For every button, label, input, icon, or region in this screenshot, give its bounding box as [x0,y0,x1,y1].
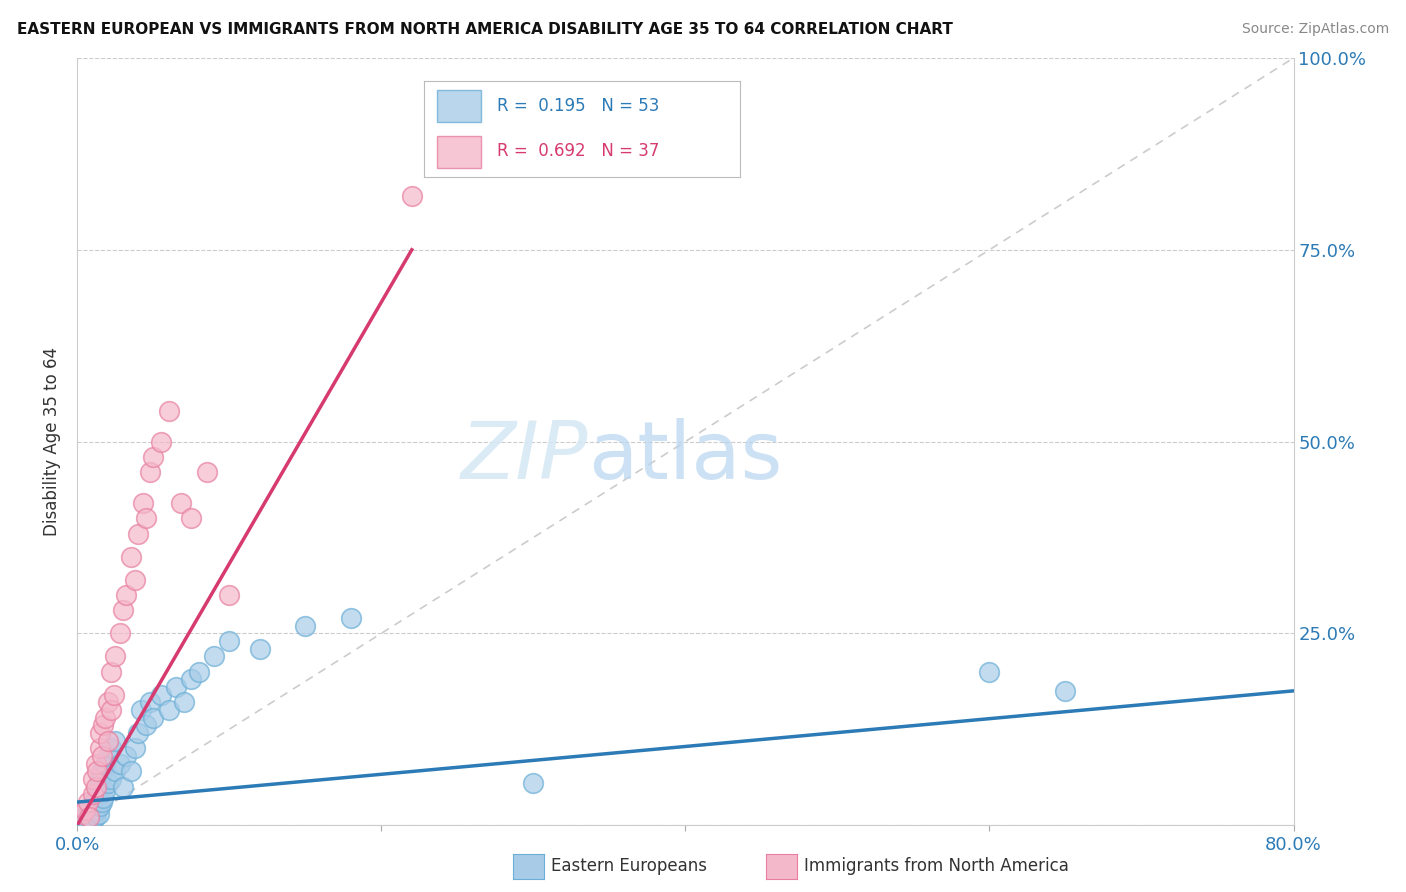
Point [93,783,115,797]
Point [82,788,104,802]
Point [165,680,187,694]
Point [86,764,108,779]
Point [84,756,107,771]
Point [120,764,142,779]
Point [90,764,112,779]
Point [129,703,152,717]
Point [89,741,111,756]
Point [73,809,96,823]
Point [104,733,127,747]
Point [97,695,120,709]
Point [84,780,107,794]
Point [127,526,149,541]
Point [340,611,363,625]
Text: ZIP: ZIP [461,417,588,496]
Point [90,795,112,809]
Point [180,673,202,687]
Point [157,703,180,717]
Text: atlas: atlas [588,417,783,496]
Point [401,189,423,203]
Point [135,718,157,732]
Point [82,799,104,814]
Point [127,726,149,740]
Point [188,665,211,679]
Point [131,496,153,510]
Point [218,634,240,648]
Point [70,810,93,824]
Point [70,806,93,821]
Text: Immigrants from North America: Immigrants from North America [804,857,1069,875]
Point [90,749,112,764]
Point [75,812,97,826]
Point [73,803,96,817]
Point [218,588,240,602]
Point [111,603,134,617]
Point [249,641,271,656]
Point [93,711,115,725]
Point [108,756,131,771]
Y-axis label: Disability Age 35 to 64: Disability Age 35 to 64 [44,347,62,536]
Point [91,718,114,732]
Point [91,791,114,805]
Point [82,772,104,786]
Point [83,805,105,819]
Point [180,511,202,525]
Text: EASTERN EUROPEAN VS IMMIGRANTS FROM NORTH AMERICA DISABILITY AGE 35 TO 64 CORREL: EASTERN EUROPEAN VS IMMIGRANTS FROM NORT… [17,22,953,37]
Point [111,780,134,794]
Point [157,404,180,418]
Point [84,809,107,823]
Point [115,749,138,764]
Text: Source: ZipAtlas.com: Source: ZipAtlas.com [1241,22,1389,37]
Point [77,806,100,821]
Point [89,726,111,740]
Point [103,688,125,702]
Text: Eastern Europeans: Eastern Europeans [551,857,707,875]
Point [149,688,172,702]
Point [79,803,101,817]
Point [124,741,146,756]
Point [79,810,101,824]
Point [89,799,111,814]
Point [97,749,120,764]
Point [83,795,105,809]
Point [1054,684,1077,698]
Point [139,465,162,479]
Point [142,711,165,725]
Point [108,626,131,640]
Point [173,695,195,709]
Point [522,776,544,790]
Point [80,813,103,827]
Point [294,618,316,632]
Point [97,733,120,747]
Point [115,588,138,602]
Point [202,649,225,664]
Point [82,814,104,829]
Point [104,764,127,779]
Point [77,795,100,809]
Point [149,434,172,449]
Point [104,649,127,664]
Point [100,703,122,717]
Point [97,776,120,790]
Point [979,665,1001,679]
Point [139,695,162,709]
Point [86,803,108,817]
Point [135,511,157,525]
Point [87,780,110,794]
Point [89,772,111,786]
Point [100,772,122,786]
Point [86,788,108,802]
Point [195,465,218,479]
Point [87,806,110,821]
Point [100,665,122,679]
Point [120,549,142,564]
Point [84,791,107,805]
Point [124,573,146,587]
Point [142,450,165,464]
Point [100,741,122,756]
Point [170,496,193,510]
Point [93,756,115,771]
